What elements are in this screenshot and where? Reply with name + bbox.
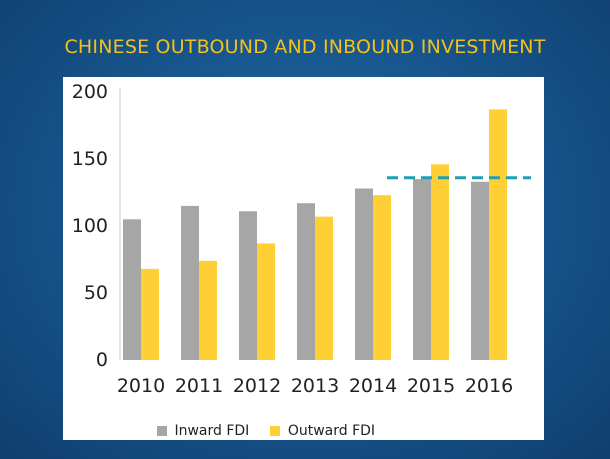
y-tick-label-150: 150 [72,148,108,170]
legend-item-inward-fdi: Inward FDI [157,423,249,439]
y-tick-label-0: 0 [96,349,108,371]
chart-panel: 0 50 100 150 200 2010 2011 2012 2013 2014 2015 2016… [63,77,544,440]
legend-item-outward-fdi: Outward FDI [270,423,375,439]
x-tick-label-2010: 2010 [117,375,165,397]
y-tick-label-50: 50 [84,282,108,304]
bar-outward-fdi-2015 [431,164,449,360]
legend-label-inward-fdi: Inward FDI [174,423,250,439]
bar-outward-fdi-2016 [489,109,507,360]
x-tick-label-2015: 2015 [407,375,455,397]
bar-inward-fdi-2016 [471,181,489,360]
bar-inward-fdi-2015 [413,179,431,360]
bar-inward-fdi-2013 [297,203,315,360]
x-tick-label-2012: 2012 [233,375,281,397]
bar-inward-fdi-2012 [239,211,257,360]
bar-outward-fdi-2014 [373,195,391,360]
bar-chart: 0 50 100 150 200 2010 2011 2012 2013 2014 2015 2016 [72,81,531,397]
x-tick-label-2014: 2014 [349,375,397,397]
y-tick-label-200: 200 [72,81,108,103]
bar-outward-fdi-2011 [199,260,217,360]
x-tick-label-2013: 2013 [291,375,339,397]
bar-outward-fdi-2013 [315,216,333,360]
x-tick-label-2016: 2016 [465,375,513,397]
bar-inward-fdi-2014 [355,188,373,360]
chart-legend: Inward FDI Outward FDI [157,420,391,439]
legend-swatch-inward-fdi [157,426,167,436]
legend-swatch-outward-fdi [270,426,281,436]
bar-outward-fdi-2012 [257,243,275,360]
bar-inward-fdi-2011 [181,205,199,360]
bar-inward-fdi-2010 [123,219,141,360]
y-tick-label-100: 100 [72,215,108,237]
slide-title: CHINESE OUTBOUND AND INBOUND INVESTMENT [64,36,546,58]
legend-label-outward-fdi: Outward FDI [287,423,376,439]
bar-outward-fdi-2010 [141,268,159,360]
x-tick-label-2011: 2011 [175,375,223,397]
